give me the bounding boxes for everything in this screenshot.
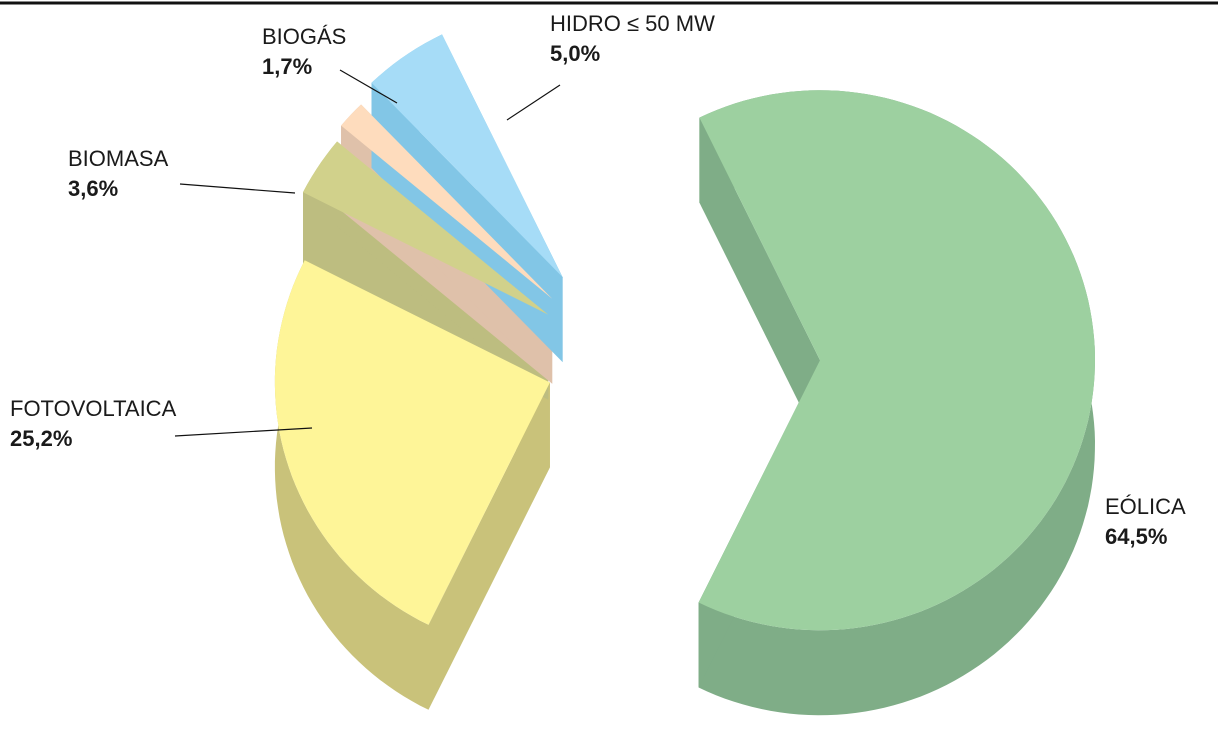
slice-label: BIOMASA	[68, 146, 169, 171]
slice	[274, 260, 550, 625]
leader-line	[174, 427, 313, 437]
slice-value-label: 5,0%	[550, 41, 600, 66]
slice-label: EÓLICA	[1105, 494, 1186, 519]
slice-outer-wall	[274, 260, 429, 710]
slice-value-label: 3,6%	[68, 176, 118, 201]
slice-radial-wall	[428, 382, 550, 710]
slice-radial-wall	[699, 117, 820, 446]
slice	[303, 141, 549, 315]
leader-line	[179, 183, 296, 194]
leader-line	[339, 69, 398, 104]
slice-value-label: 1,7%	[262, 54, 312, 79]
slice-label: FOTOVOLTAICA	[10, 396, 177, 421]
slice	[341, 104, 553, 299]
slice	[698, 90, 1095, 631]
slice-label: BIOGÁS	[262, 24, 346, 49]
slice-value-label: 25,2%	[10, 426, 72, 451]
slice-label: HIDRO ≤ 50 MW	[550, 11, 715, 36]
leader-line	[506, 84, 561, 121]
slice-value-label: 64,5%	[1105, 524, 1167, 549]
slice	[371, 34, 563, 278]
